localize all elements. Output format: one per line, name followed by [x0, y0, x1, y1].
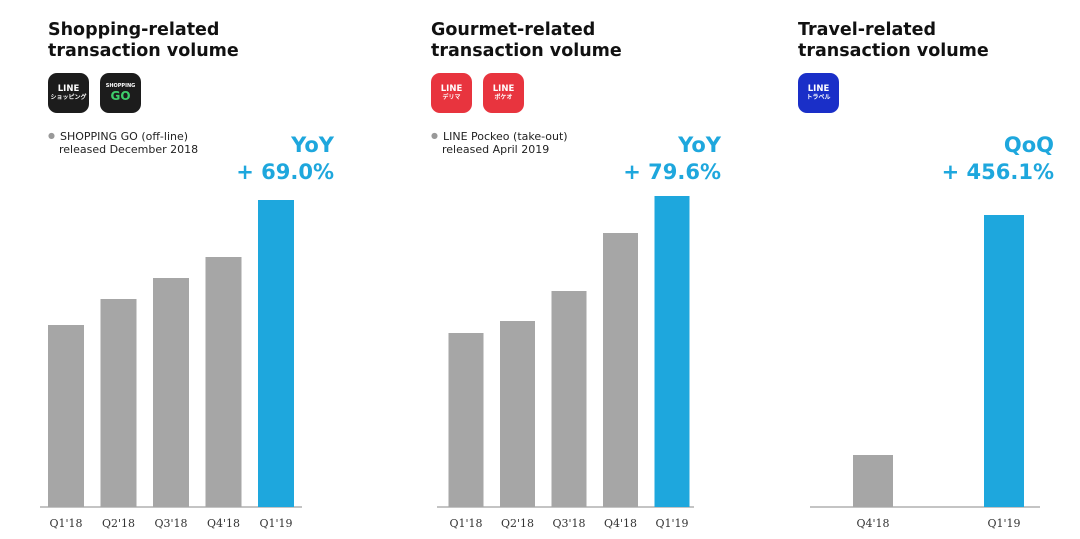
x-tick-label: Q4'18	[856, 517, 889, 530]
shopping-panel: Shopping-related transaction volume LINE…	[48, 0, 348, 539]
x-tick-label: Q4'18	[207, 517, 240, 530]
x-tick-label: Q1'19	[655, 517, 688, 530]
growth-callout: QoQ + 456.1%	[942, 132, 1054, 186]
bullet-icon: ●	[431, 131, 438, 140]
growth-value: + 69.0%	[236, 160, 334, 184]
growth-value: + 456.1%	[941, 160, 1054, 184]
bar-q3-18	[153, 278, 189, 507]
growth-label: YoY	[678, 133, 721, 157]
bar-q2-18	[500, 321, 535, 507]
panel-title: Shopping-related transaction volume	[48, 20, 239, 62]
x-tick-label: Q2'18	[102, 517, 135, 530]
bar-q4-18	[205, 257, 242, 507]
bar-q4-18	[603, 233, 638, 507]
app-icons: LINE ショッピング SHOPPING GO	[48, 73, 141, 113]
line-travel-icon: LINE トラベル	[798, 73, 839, 113]
note-line1: LINE Pockeo (take-out)	[442, 130, 568, 143]
line-pockeo-icon: LINE ポケオ	[483, 73, 524, 113]
bar-q1-18	[448, 333, 484, 507]
growth-callout: YoY + 79.6%	[623, 132, 721, 186]
bar-q1-18	[48, 325, 84, 507]
bar-q1-19	[654, 196, 690, 507]
release-note: ● LINE Pockeo (take-out) released April 2…	[431, 129, 568, 156]
x-tick-label: Q2'18	[501, 517, 534, 530]
x-tick-label: Q3'18	[154, 517, 187, 530]
bar-q3-18	[551, 291, 587, 507]
x-tick-label: Q1'19	[987, 517, 1020, 530]
panel-title-line2: transaction volume	[798, 41, 989, 61]
note-line1: SHOPPING GO (off-line)	[59, 130, 189, 143]
growth-label: QoQ	[1003, 133, 1054, 157]
gourmet-panel: Gourmet-related transaction volume LINE …	[431, 0, 731, 539]
growth-label: YoY	[291, 133, 334, 157]
panel-title-line1: Shopping-related	[48, 20, 220, 40]
x-tick-label: Q1'18	[49, 517, 82, 530]
travel-bar-chart: Q4'18 Q1'19	[810, 215, 1040, 530]
growth-callout: YoY + 69.0%	[236, 132, 334, 186]
panel-title: Travel-related transaction volume	[798, 20, 989, 62]
shopping-bar-chart: Q1'18 Q2'18 Q3'18 Q4'18 Q1'19	[40, 200, 302, 530]
x-tick-label: Q1'18	[449, 517, 482, 530]
x-tick-label: Q3'18	[552, 517, 585, 530]
app-icons: LINE トラベル	[798, 73, 839, 113]
bullet-icon: ●	[48, 131, 55, 140]
shopping-go-icon: SHOPPING GO	[100, 73, 141, 113]
bar-q4-18	[853, 455, 893, 507]
line-delima-icon: LINE デリマ	[431, 73, 472, 113]
app-icons: LINE デリマ LINE ポケオ	[431, 73, 524, 113]
gourmet-bar-chart: Q1'18 Q2'18 Q3'18 Q4'18 Q1'19	[437, 196, 694, 530]
panel-title: Gourmet-related transaction volume	[431, 20, 622, 62]
x-tick-label: Q4'18	[604, 517, 637, 530]
bar-q2-18	[100, 299, 137, 507]
panel-title-line1: Gourmet-related	[431, 20, 596, 40]
panel-title-line1: Travel-related	[798, 20, 937, 40]
panel-title-line2: transaction volume	[431, 41, 622, 61]
x-tick-label: Q1'19	[259, 517, 292, 530]
bar-q1-19	[258, 200, 294, 507]
release-note: ● SHOPPING GO (off-line) released Decembe…	[48, 129, 198, 156]
bar-q1-19	[984, 215, 1024, 507]
growth-value: + 79.6%	[623, 160, 721, 184]
note-line2: released December 2018	[59, 143, 199, 156]
panel-title-line2: transaction volume	[48, 41, 239, 61]
travel-panel: Travel-related transaction volume LINE ト…	[798, 0, 1058, 539]
note-line2: released April 2019	[442, 143, 550, 156]
line-shopping-icon: LINE ショッピング	[48, 73, 89, 113]
